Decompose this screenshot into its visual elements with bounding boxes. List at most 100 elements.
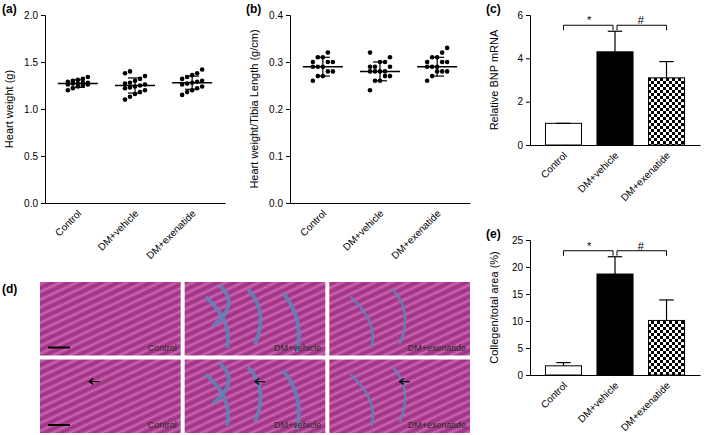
point [445,69,450,74]
arrow [400,379,410,385]
point [326,60,331,65]
error-bar [666,300,667,321]
x-tick: DM+exenatide [619,145,673,203]
panel: (a)0.00.51.01.52.0ControlDM+vehicleDM+ex… [2,2,226,261]
point [128,80,133,85]
y-tick-label: 0.5 [24,151,38,162]
point [123,71,128,76]
y-tick-label: 1.5 [24,57,38,68]
micrograph-image [40,282,181,356]
y-tick-mark [41,156,45,157]
collagen-stain [350,374,373,425]
y-tick-mark [526,145,530,146]
micrograph: DM+vehicle [185,282,326,356]
marks [545,31,684,145]
y-tick-label: 2.0 [24,10,38,21]
panel: (e)0510152025ControlDM+vehicleDM+exenati… [486,227,701,433]
x-axis-line [531,375,701,376]
y-tick-label: 4 [517,53,523,64]
y-tick: 0.3 [269,57,290,68]
y-tick: 20 [512,262,530,273]
y-tick: 10 [512,316,530,327]
point [440,69,445,74]
error-cap [556,362,570,363]
error-cap [608,31,622,32]
panel-title: (e) [486,227,501,241]
micrograph-label: DM+vehicle [274,420,321,430]
point [143,74,148,79]
x-tick: DM+vehicle [341,203,386,253]
collagen-stain [393,289,406,344]
y-tick-mark [526,15,530,16]
point [66,88,71,93]
y-tick-label: 0 [517,140,523,151]
error-cap [608,256,622,257]
x-axis: ControlDM+vehicleDM+exenatide [531,145,701,203]
y-axis-title: Heart weight (g) [3,70,15,148]
bar [545,123,581,145]
significance-label: # [638,14,645,26]
point [123,97,128,102]
error-bar [437,57,438,76]
y-tick-mark [526,102,530,103]
micrograph: DM+exenatide [329,360,470,434]
scale-bar [48,347,70,349]
arrow [89,379,99,385]
error-bar [134,78,135,93]
x-tick-label: Control [53,208,84,239]
y-tick: 0.5 [24,151,45,162]
y-tick: 15 [512,289,530,300]
x-tick: DM+exenatide [144,203,198,261]
point [138,90,143,95]
point [388,55,393,60]
collagen-stain [350,297,373,348]
y-tick-mark [286,203,290,204]
y-axis-line [526,16,531,146]
y-axis-line [41,16,46,204]
x-axis: ControlDM+vehicleDM+exenatide [531,375,701,433]
x-axis: ControlDM+vehicleDM+exenatide [291,203,471,261]
y-tick-mark [526,240,530,241]
y-tick-label: 15 [512,289,524,300]
collagen-stain [213,363,229,403]
point [180,93,185,98]
y-tick-mark [286,109,290,110]
point [440,50,445,55]
point [138,77,143,82]
error-cap [128,92,142,93]
y-tick: 0 [517,140,530,151]
y-tick: 25 [512,235,530,246]
image-panel: (d)ControlDM+vehicleDM+exenatideControlD… [2,282,470,433]
marks [545,257,684,375]
bar [545,366,581,375]
point [388,64,393,69]
error-bar [192,76,193,89]
point [123,86,128,91]
x-tick-label: Control [539,380,570,411]
y-tick: 5 [517,343,530,354]
y-tick-label: 0.0 [24,198,38,209]
y-tick-mark [41,15,45,16]
x-tick: Control [539,375,570,410]
y-tick-label: 0.2 [269,104,283,115]
y-tick-mark [286,156,290,157]
y-tick: 4 [517,53,530,64]
significance-label: * [587,14,592,26]
error-cap [185,75,199,76]
point [326,50,331,55]
point [195,71,200,76]
y-axis: 0510152025 [512,235,531,381]
x-tick-label: DM+vehicle [576,149,621,194]
point [128,69,133,74]
micrograph-image [329,360,470,434]
micrograph-label: DM+exenatide [408,420,466,430]
bar [597,274,633,375]
y-axis-line [526,241,531,376]
x-tick-label: Control [298,208,329,239]
x-axis-line [531,145,701,146]
x-tick: Control [53,203,84,238]
y-axis-line [286,16,291,204]
point [200,67,205,72]
y-tick: 2.0 [24,10,45,21]
y-tick-label: 25 [512,235,524,246]
